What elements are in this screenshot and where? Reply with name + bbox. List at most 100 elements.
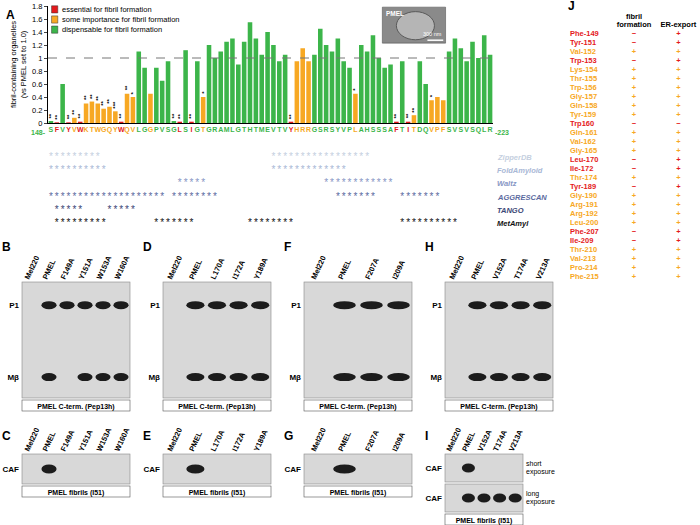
svg-text:*: * bbox=[260, 217, 264, 228]
svg-text:*: * bbox=[102, 191, 106, 202]
svg-text:*: * bbox=[342, 151, 346, 162]
svg-text:*: * bbox=[61, 164, 65, 175]
svg-text:*: * bbox=[352, 88, 358, 91]
svg-text:*: * bbox=[61, 217, 65, 228]
svg-text:*: * bbox=[318, 151, 322, 162]
svg-text:**: ** bbox=[54, 114, 60, 119]
svg-text:*: * bbox=[154, 191, 158, 202]
svg-text:*: * bbox=[96, 151, 100, 162]
svg-text:148-: 148- bbox=[31, 129, 46, 136]
svg-text:T: T bbox=[277, 126, 282, 133]
svg-text:*: * bbox=[336, 151, 340, 162]
svg-text:L170A: L170A bbox=[209, 256, 227, 281]
svg-text:Mβ: Mβ bbox=[289, 373, 301, 382]
svg-text:*: * bbox=[78, 191, 82, 202]
svg-text:P: P bbox=[154, 126, 159, 133]
svg-text:R: R bbox=[300, 126, 305, 133]
svg-text:*: * bbox=[67, 204, 71, 215]
svg-text:*: * bbox=[353, 151, 357, 162]
svg-text:*: * bbox=[348, 151, 352, 162]
svg-text:*: * bbox=[418, 217, 422, 228]
svg-text:*: * bbox=[154, 217, 158, 228]
svg-text:-223: -223 bbox=[495, 129, 509, 136]
svg-text:W160A: W160A bbox=[113, 254, 132, 281]
svg-text:*: * bbox=[108, 204, 112, 215]
svg-text:**: ** bbox=[405, 113, 411, 118]
svg-text:T: T bbox=[242, 126, 247, 133]
svg-text:0.2: 0.2 bbox=[32, 106, 42, 115]
svg-text:*: * bbox=[72, 217, 76, 228]
svg-text:*: * bbox=[172, 217, 176, 228]
svg-text:*: * bbox=[324, 177, 328, 188]
svg-text:*: * bbox=[184, 177, 188, 188]
svg-text:V: V bbox=[283, 126, 288, 133]
svg-text:B: B bbox=[2, 240, 11, 254]
svg-text:*: * bbox=[277, 164, 281, 175]
svg-text:*: * bbox=[324, 164, 328, 175]
svg-text:R: R bbox=[488, 126, 493, 133]
svg-text:I172A: I172A bbox=[230, 258, 247, 280]
svg-text:**: ** bbox=[66, 114, 72, 119]
svg-text:F: F bbox=[284, 240, 291, 254]
svg-text:**: ** bbox=[77, 113, 83, 118]
svg-text:*: * bbox=[55, 164, 59, 175]
svg-text:*: * bbox=[435, 191, 439, 202]
svg-text:Y: Y bbox=[66, 126, 71, 133]
svg-text:Y189A: Y189A bbox=[252, 428, 270, 453]
svg-text:PMEL C-term. (Pep13h): PMEL C-term. (Pep13h) bbox=[319, 403, 396, 411]
svg-text:F: F bbox=[55, 126, 60, 133]
svg-text:*: * bbox=[453, 217, 457, 228]
svg-text:CAF: CAF bbox=[426, 494, 443, 503]
svg-text:*: * bbox=[96, 217, 100, 228]
svg-text:*: * bbox=[348, 191, 352, 202]
svg-text:*: * bbox=[67, 164, 71, 175]
svg-text:*: * bbox=[412, 217, 416, 228]
svg-text:*: * bbox=[61, 191, 65, 202]
svg-text:S: S bbox=[382, 126, 387, 133]
svg-text:P1: P1 bbox=[150, 301, 160, 310]
svg-text:*: * bbox=[342, 177, 346, 188]
svg-text:W: W bbox=[77, 126, 84, 133]
svg-text:*: * bbox=[289, 164, 293, 175]
svg-text:*: * bbox=[400, 191, 404, 202]
svg-text:**: ** bbox=[83, 95, 89, 100]
svg-text:V: V bbox=[131, 126, 136, 133]
svg-text:*: * bbox=[178, 217, 182, 228]
svg-text:Y: Y bbox=[289, 126, 294, 133]
svg-text:C: C bbox=[2, 429, 11, 443]
svg-text:*: * bbox=[84, 151, 88, 162]
svg-text:*: * bbox=[430, 191, 434, 202]
svg-text:*: * bbox=[172, 191, 176, 202]
svg-text:*: * bbox=[383, 177, 387, 188]
svg-text:1.6: 1.6 bbox=[32, 15, 42, 24]
svg-text:I: I bbox=[190, 126, 192, 133]
svg-text:FoldAmyloid: FoldAmyloid bbox=[497, 166, 543, 175]
svg-text:A: A bbox=[6, 8, 15, 22]
svg-text:T: T bbox=[412, 126, 417, 133]
svg-text:*: * bbox=[348, 177, 352, 188]
svg-text:*: * bbox=[359, 177, 363, 188]
svg-text:*: * bbox=[149, 191, 153, 202]
svg-text:V: V bbox=[160, 126, 165, 133]
svg-text:G: G bbox=[312, 126, 318, 133]
svg-text:*: * bbox=[301, 164, 305, 175]
svg-text:*: * bbox=[72, 191, 76, 202]
svg-text:L: L bbox=[353, 126, 358, 133]
svg-text:Mel220: Mel220 bbox=[23, 254, 42, 280]
svg-text:Mβ: Mβ bbox=[148, 373, 160, 382]
svg-text:*: * bbox=[78, 217, 82, 228]
svg-text:D: D bbox=[143, 240, 152, 254]
svg-text:S: S bbox=[183, 126, 188, 133]
svg-text:PMEL: PMEL bbox=[336, 258, 353, 281]
svg-text:L: L bbox=[137, 126, 142, 133]
svg-text:*: * bbox=[55, 191, 59, 202]
svg-text:0.6: 0.6 bbox=[32, 80, 42, 89]
svg-text:*: * bbox=[312, 164, 316, 175]
svg-text:L: L bbox=[482, 126, 487, 133]
svg-text:**: ** bbox=[288, 114, 294, 119]
svg-text:*: * bbox=[78, 151, 82, 162]
svg-text:V: V bbox=[453, 126, 458, 133]
svg-text:PMEL C-term. (Pep13h): PMEL C-term. (Pep13h) bbox=[178, 403, 255, 411]
svg-text:Y: Y bbox=[113, 126, 118, 133]
svg-text:F149A: F149A bbox=[59, 256, 77, 281]
